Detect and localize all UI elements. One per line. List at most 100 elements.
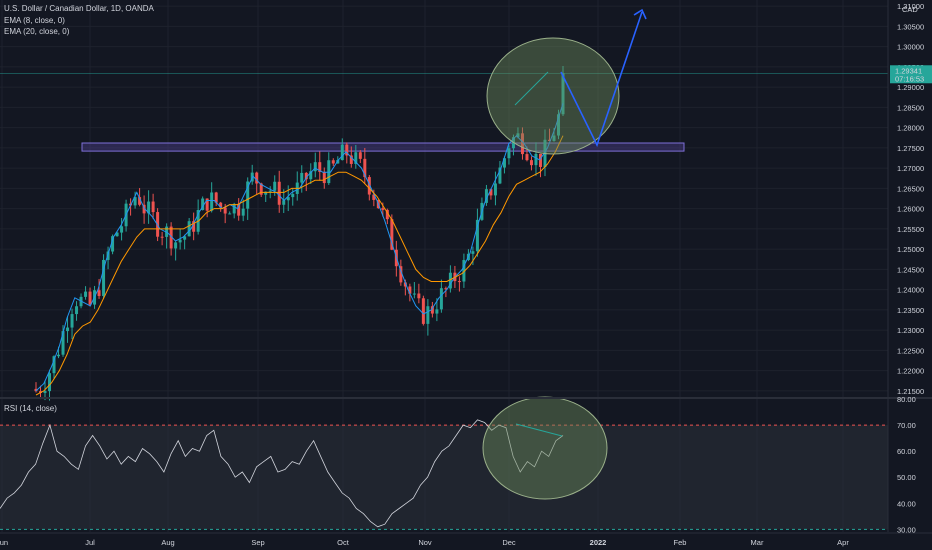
candle-body bbox=[160, 236, 164, 238]
candle-body bbox=[43, 391, 47, 393]
rsi-tick-label: 30.00 bbox=[897, 525, 916, 534]
candle-body bbox=[390, 219, 394, 250]
candle-body bbox=[475, 219, 479, 252]
price-tick-label: 1.21500 bbox=[897, 387, 924, 396]
candle-body bbox=[331, 160, 335, 164]
candle-body bbox=[403, 282, 407, 287]
candle-body bbox=[48, 373, 52, 392]
price-tick-label: 1.28500 bbox=[897, 103, 924, 112]
rsi-legend[interactable]: RSI (14, close) bbox=[4, 404, 57, 413]
candle-body bbox=[498, 167, 502, 184]
price-badge-value: 1.29341 bbox=[895, 66, 922, 75]
candle-body bbox=[264, 191, 268, 195]
candle-body bbox=[219, 202, 223, 208]
rsi-layer bbox=[0, 396, 888, 530]
candle-body bbox=[372, 194, 376, 200]
ema20-line bbox=[35, 135, 564, 396]
time-tick-label: Dec bbox=[502, 538, 516, 547]
rsi-tick-label: 40.00 bbox=[897, 499, 916, 508]
candle-body bbox=[61, 331, 65, 355]
price-tick-label: 1.29000 bbox=[897, 83, 924, 92]
candle-body bbox=[345, 144, 349, 156]
candle-body bbox=[286, 197, 290, 201]
price-tick-label: 1.28000 bbox=[897, 124, 924, 133]
projection-layer[interactable] bbox=[486, 8, 647, 155]
time-tick-label: Feb bbox=[674, 538, 687, 547]
candle-body bbox=[340, 144, 344, 161]
price-tick-label: 1.26000 bbox=[897, 205, 924, 214]
ema20-legend[interactable]: EMA (20, close, 0) bbox=[4, 27, 70, 36]
candle-body bbox=[246, 181, 250, 209]
candle-body bbox=[309, 171, 313, 180]
time-tick-label: Jun bbox=[0, 538, 8, 547]
candle-body bbox=[88, 291, 92, 305]
candle-body bbox=[435, 309, 439, 314]
candle-body bbox=[111, 236, 115, 252]
rsi-highlight-ellipse[interactable] bbox=[482, 396, 608, 500]
price-tick-label: 1.23500 bbox=[897, 306, 924, 315]
candles-layer bbox=[34, 66, 565, 401]
support-zone-rect[interactable] bbox=[81, 142, 685, 152]
price-tick-label: 1.25000 bbox=[897, 245, 924, 254]
rsi-tick-label: 80.00 bbox=[897, 395, 916, 404]
rsi-divergence-line[interactable] bbox=[515, 423, 563, 437]
candle-body bbox=[223, 207, 227, 214]
candle-body bbox=[115, 232, 119, 237]
projection-arrowhead[interactable] bbox=[633, 8, 647, 20]
candle-body bbox=[327, 160, 331, 184]
candle-body bbox=[529, 160, 533, 166]
candle-body bbox=[462, 260, 466, 282]
candle-body bbox=[205, 198, 209, 211]
candle-body bbox=[354, 152, 358, 164]
candle-body bbox=[457, 281, 461, 283]
candle-body bbox=[367, 177, 371, 195]
candle-body bbox=[471, 251, 475, 254]
candle-body bbox=[277, 181, 281, 205]
trend-line[interactable] bbox=[514, 71, 549, 106]
candle-body bbox=[273, 181, 277, 191]
symbol-title[interactable]: U.S. Dollar / Canadian Dollar, 1D, OANDA bbox=[4, 4, 154, 13]
candle-body bbox=[34, 388, 38, 392]
candle-body bbox=[241, 208, 245, 216]
candle-body bbox=[313, 162, 317, 172]
candle-body bbox=[363, 158, 367, 178]
candle-body bbox=[75, 306, 79, 315]
highlight-ellipse[interactable] bbox=[486, 37, 620, 155]
price-tick-label: 1.30500 bbox=[897, 22, 924, 31]
candle-body bbox=[520, 133, 524, 155]
candle-body bbox=[57, 354, 61, 357]
candle-body bbox=[52, 356, 56, 374]
candle-body bbox=[516, 133, 520, 138]
rsi-pane[interactable] bbox=[0, 396, 888, 530]
candle-body bbox=[300, 172, 304, 183]
price-tick-label: 1.30000 bbox=[897, 43, 924, 52]
time-tick-label: Mar bbox=[751, 538, 764, 547]
price-tick-label: 1.27500 bbox=[897, 144, 924, 153]
price-tick-label: 1.26500 bbox=[897, 184, 924, 193]
candle-body bbox=[349, 155, 353, 164]
candle-body bbox=[169, 226, 173, 249]
candle-body bbox=[142, 204, 146, 214]
candle-body bbox=[412, 293, 416, 295]
projection-path[interactable] bbox=[560, 11, 643, 148]
drawings-layer[interactable] bbox=[0, 72, 888, 152]
candle-body bbox=[448, 272, 452, 289]
candle-body bbox=[430, 306, 434, 314]
candle-body bbox=[232, 203, 236, 214]
candle-body bbox=[192, 221, 196, 232]
candle-body bbox=[525, 154, 529, 161]
ema8-legend[interactable]: EMA (8, close, 0) bbox=[4, 16, 65, 25]
candle-body bbox=[358, 152, 362, 159]
candle-body bbox=[291, 193, 295, 198]
price-badge-bg bbox=[890, 65, 932, 84]
time-tick-label: Oct bbox=[337, 538, 350, 547]
candle-body bbox=[304, 172, 308, 180]
price-tick-label: 1.23000 bbox=[897, 326, 924, 335]
candle-body bbox=[39, 391, 43, 393]
candle-body bbox=[534, 153, 538, 166]
candle-body bbox=[259, 183, 263, 195]
ema-lines bbox=[35, 103, 564, 396]
